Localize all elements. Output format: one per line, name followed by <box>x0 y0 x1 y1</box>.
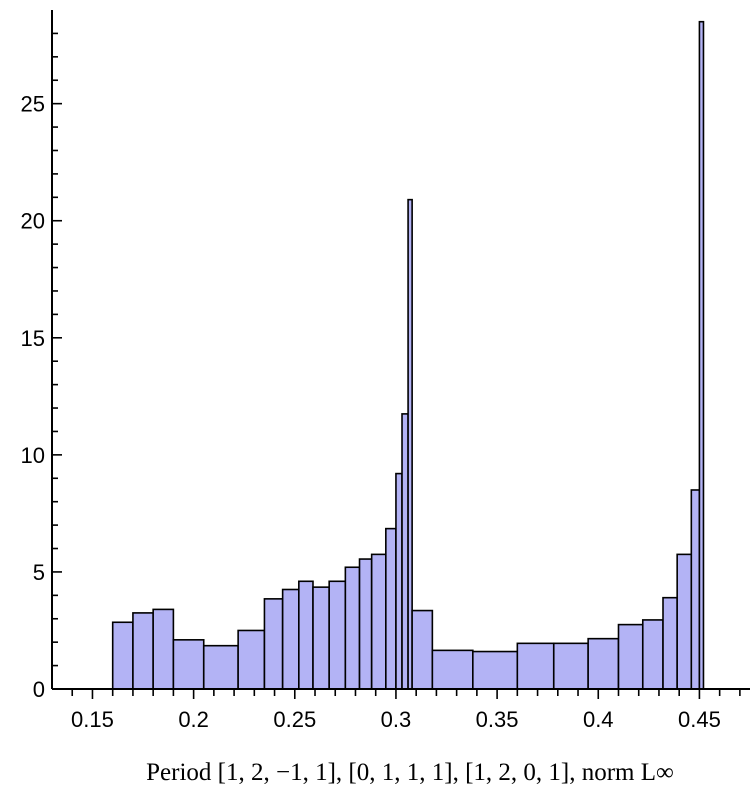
histogram-bar-15 <box>395 472 403 690</box>
histogram-bar-14 <box>385 527 397 690</box>
histogram-bar-6 <box>263 598 284 690</box>
histogram-bar-0 <box>111 621 134 690</box>
x-tick-label: 0.2 <box>178 707 209 732</box>
histogram-bar-27 <box>676 553 693 690</box>
histogram-bar-11 <box>344 566 361 690</box>
histogram-bars <box>111 20 705 690</box>
axes <box>51 10 750 690</box>
y-tick-label: 25 <box>21 92 45 117</box>
histogram-bar-22 <box>552 642 589 690</box>
histogram-bar-8 <box>298 580 314 690</box>
y-tick-label: 20 <box>21 209 45 234</box>
histogram-bar-25 <box>641 619 664 690</box>
x-tick-label: 0.3 <box>381 707 412 732</box>
histogram-bar-19 <box>431 649 474 690</box>
histogram-bar-3 <box>172 639 205 690</box>
histogram-bar-2 <box>152 608 175 690</box>
histogram-bar-10 <box>328 580 347 690</box>
x-tick-label: 0.45 <box>678 707 721 732</box>
histogram-bar-4 <box>202 644 239 690</box>
histogram-bar-23 <box>587 637 620 690</box>
histogram-bar-1 <box>132 612 154 690</box>
histogram-bar-29 <box>698 20 705 690</box>
histogram-bar-24 <box>617 623 644 690</box>
histogram-bar-9 <box>312 586 330 690</box>
y-tick-label: 5 <box>33 560 45 585</box>
histogram-bar-28 <box>690 489 701 690</box>
histogram-bar-26 <box>662 596 678 690</box>
x-tick-label: 0.15 <box>71 707 114 732</box>
y-tick-label: 0 <box>33 677 45 702</box>
x-axis-label: Period [1, 2, −1, 1], [0, 1, 1, 1], [1, … <box>146 759 674 786</box>
histogram-bar-20 <box>472 650 519 690</box>
histogram-bar-18 <box>411 609 434 690</box>
histogram-bar-12 <box>358 558 373 690</box>
x-tick-label: 0.35 <box>476 707 519 732</box>
x-axis-ticks: 0.15 0.2 0.25 0.3 0.35 0.4 0.45 <box>71 689 741 732</box>
histogram-bar-13 <box>370 553 387 690</box>
histogram-bar-7 <box>281 588 300 690</box>
x-tick-label: 0.25 <box>273 707 316 732</box>
y-axis-ticks: 0 5 10 15 20 25 <box>21 32 62 702</box>
y-tick-label: 10 <box>21 443 45 468</box>
y-tick-label: 15 <box>21 326 45 351</box>
histogram-bar-21 <box>516 642 555 690</box>
histogram-bar-5 <box>237 629 266 690</box>
x-tick-label: 0.4 <box>583 707 614 732</box>
histogram-bar-16 <box>401 413 409 690</box>
